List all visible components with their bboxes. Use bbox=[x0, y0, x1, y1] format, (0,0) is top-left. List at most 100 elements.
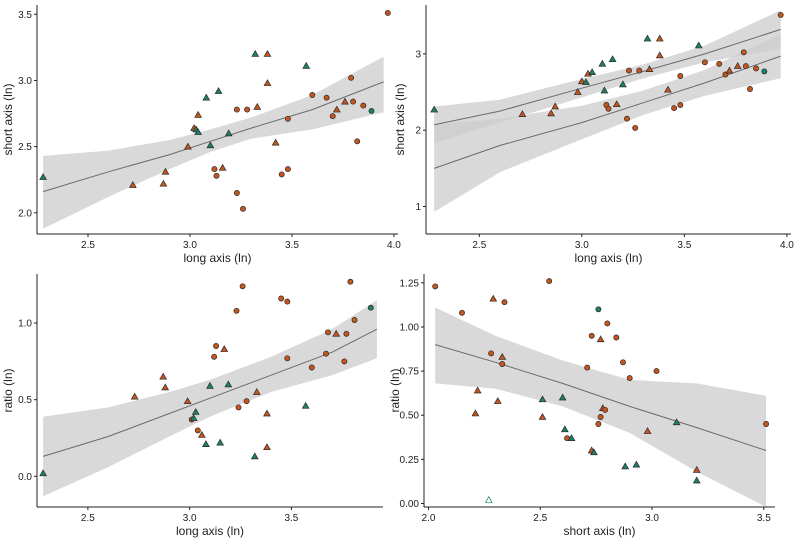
x-tick-label: 3.5 bbox=[284, 513, 298, 524]
y-tick-label: 0.50 bbox=[400, 411, 420, 422]
data-point bbox=[484, 495, 493, 503]
x-axis-title: long axis (ln) bbox=[574, 251, 642, 265]
data-point bbox=[206, 381, 214, 389]
data-point bbox=[183, 397, 192, 405]
data-point bbox=[341, 97, 349, 105]
x-tick-label: 3.0 bbox=[183, 513, 197, 524]
data-point bbox=[211, 166, 218, 173]
data-point bbox=[214, 87, 223, 94]
data-point bbox=[763, 421, 770, 427]
data-point bbox=[613, 334, 620, 341]
data-point bbox=[240, 205, 246, 212]
data-point bbox=[632, 124, 639, 131]
data-point bbox=[368, 107, 375, 114]
data-point bbox=[716, 60, 723, 67]
x-tick-label: 2.0 bbox=[422, 513, 436, 524]
data-point bbox=[677, 102, 684, 108]
data-point bbox=[473, 386, 482, 394]
data-point bbox=[636, 67, 643, 74]
y-tick-label: 2 bbox=[415, 126, 421, 137]
data-point bbox=[432, 283, 439, 290]
data-point bbox=[538, 395, 547, 403]
data-point bbox=[664, 85, 672, 93]
x-tick-label: 3.5 bbox=[285, 240, 299, 251]
data-point bbox=[742, 63, 749, 70]
data-point bbox=[595, 306, 602, 313]
data-point bbox=[747, 86, 753, 92]
data-point bbox=[263, 443, 271, 451]
y-axis-title: short axis (ln) bbox=[393, 83, 407, 155]
data-point bbox=[350, 98, 357, 105]
data-point bbox=[351, 317, 358, 323]
data-point bbox=[621, 462, 630, 470]
data-point bbox=[618, 80, 627, 88]
data-point bbox=[213, 343, 220, 349]
data-point bbox=[263, 79, 272, 86]
data-point bbox=[284, 298, 291, 305]
data-point bbox=[602, 406, 609, 413]
data-point bbox=[551, 102, 560, 110]
data-point bbox=[308, 364, 315, 371]
data-point bbox=[159, 372, 168, 380]
data-point bbox=[598, 59, 607, 67]
y-tick-label: 3.0 bbox=[18, 76, 32, 87]
x-tick-label: 3.0 bbox=[575, 240, 589, 251]
data-point bbox=[161, 167, 170, 175]
x-axis-title: short axis (ln) bbox=[563, 524, 635, 538]
x-tick-label: 3.5 bbox=[677, 240, 691, 251]
data-point bbox=[430, 105, 439, 113]
data-point bbox=[567, 434, 576, 441]
data-point bbox=[325, 329, 331, 336]
data-point bbox=[224, 380, 233, 388]
data-point bbox=[608, 55, 617, 63]
data-point bbox=[632, 460, 641, 468]
data-point bbox=[740, 49, 747, 56]
x-tick-label: 4.0 bbox=[780, 240, 794, 251]
data-point bbox=[243, 398, 250, 405]
data-point bbox=[347, 278, 354, 285]
data-point bbox=[197, 430, 206, 438]
data-point bbox=[584, 364, 591, 371]
x-tick-label: 4.0 bbox=[387, 240, 401, 251]
data-point bbox=[263, 49, 272, 57]
data-point bbox=[220, 345, 229, 352]
x-tick-label: 3.0 bbox=[645, 513, 659, 524]
data-point bbox=[588, 332, 595, 339]
data-point bbox=[216, 438, 225, 446]
chart-panel-short-vs-long-left: 2.5 3.0 3.5 4.0 2.0 2.5 3.0 3.5 long axis (ln) sh… bbox=[1, 5, 401, 265]
data-point bbox=[244, 106, 251, 113]
data-point bbox=[233, 307, 240, 314]
data-point bbox=[499, 361, 506, 367]
data-point bbox=[332, 105, 341, 113]
data-point bbox=[235, 404, 242, 411]
data-point bbox=[643, 34, 652, 42]
data-point bbox=[194, 110, 203, 118]
data-point bbox=[202, 440, 210, 447]
data-point bbox=[558, 393, 567, 401]
data-point bbox=[263, 409, 271, 417]
data-point bbox=[130, 392, 139, 400]
data-point bbox=[348, 74, 355, 81]
data-point bbox=[384, 9, 391, 16]
data-point bbox=[588, 68, 596, 75]
data-point bbox=[604, 320, 611, 327]
fit-line bbox=[434, 28, 781, 126]
data-point bbox=[161, 383, 170, 391]
data-point bbox=[459, 309, 465, 316]
data-point bbox=[471, 409, 480, 417]
data-point bbox=[284, 115, 291, 122]
data-point bbox=[213, 172, 220, 179]
data-point bbox=[189, 414, 198, 421]
data-point bbox=[560, 425, 569, 433]
x-tick-label: 2.5 bbox=[472, 240, 486, 251]
data-point bbox=[202, 93, 211, 101]
y-axis-title: short axis (ln) bbox=[1, 83, 15, 155]
data-point bbox=[655, 34, 664, 42]
data-point bbox=[672, 418, 681, 426]
data-point bbox=[211, 353, 218, 360]
data-point bbox=[582, 78, 590, 85]
data-point bbox=[159, 179, 168, 187]
data-point bbox=[612, 100, 621, 108]
chart-panel-ratio-vs-long: 2.5 3.0 3.5 0.0 0.5 1.0 long axis (ln) ratio (l… bbox=[1, 274, 383, 538]
